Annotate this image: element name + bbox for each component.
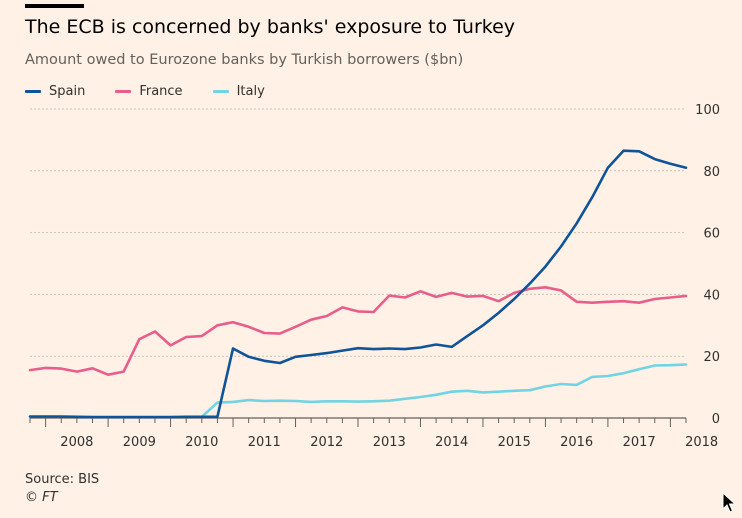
y-tick-label-60: 60: [703, 227, 720, 242]
legend-label-spain: Spain: [49, 84, 86, 99]
chart-subtitle: Amount owed to Eurozone banks by Turkish…: [25, 52, 464, 68]
legend-label-italy: Italy: [236, 84, 265, 99]
x-tick-label-2017: 2017: [623, 435, 656, 450]
legend: Spain France Italy: [25, 84, 295, 99]
source-note: Source: BIS: [25, 472, 100, 487]
x-tick-label-2011: 2011: [248, 435, 281, 450]
mouse-pointer-icon: [722, 491, 737, 518]
series-line-france: [28, 286, 688, 376]
x-tick-label-2016: 2016: [560, 435, 593, 450]
series-line-spain: [28, 149, 688, 419]
x-tick-label-2018: 2018: [685, 435, 718, 450]
legend-item-italy: Italy: [212, 84, 265, 99]
legend-item-france: France: [115, 84, 183, 99]
x-tick-label-2015: 2015: [498, 435, 531, 450]
series-line-italy: [200, 363, 688, 419]
y-tick-label-20: 20: [703, 350, 720, 365]
legend-item-spain: Spain: [25, 84, 85, 99]
legend-swatch-italy: [212, 90, 229, 93]
axes: 0 20 40 60 80 100 2008 2009 2010 2011 2012 2013 2014…: [29, 103, 720, 450]
y-tick-label-100: 100: [695, 103, 720, 118]
ft-credit: © FT: [25, 490, 58, 505]
x-tick-label-2014: 2014: [435, 435, 468, 450]
x-tick-label-2009: 2009: [123, 435, 156, 450]
chart-title: The ECB is concerned by banks' exposure …: [25, 16, 516, 38]
x-tick-label-2013: 2013: [373, 435, 406, 450]
legend-swatch-spain: [25, 90, 41, 93]
x-tick-label-2010: 2010: [185, 435, 218, 450]
y-tick-label-40: 40: [703, 288, 720, 303]
legend-label-france: France: [139, 84, 183, 99]
series-lines: [28, 149, 688, 419]
y-tick-label-0: 0: [712, 412, 720, 427]
x-tick-label-2012: 2012: [310, 435, 343, 450]
legend-swatch-france: [115, 90, 132, 93]
y-tick-label-80: 80: [703, 165, 720, 180]
ft-top-bar: [25, 4, 84, 8]
x-tick-label-2008: 2008: [60, 435, 93, 450]
grid-lines: [30, 108, 686, 419]
